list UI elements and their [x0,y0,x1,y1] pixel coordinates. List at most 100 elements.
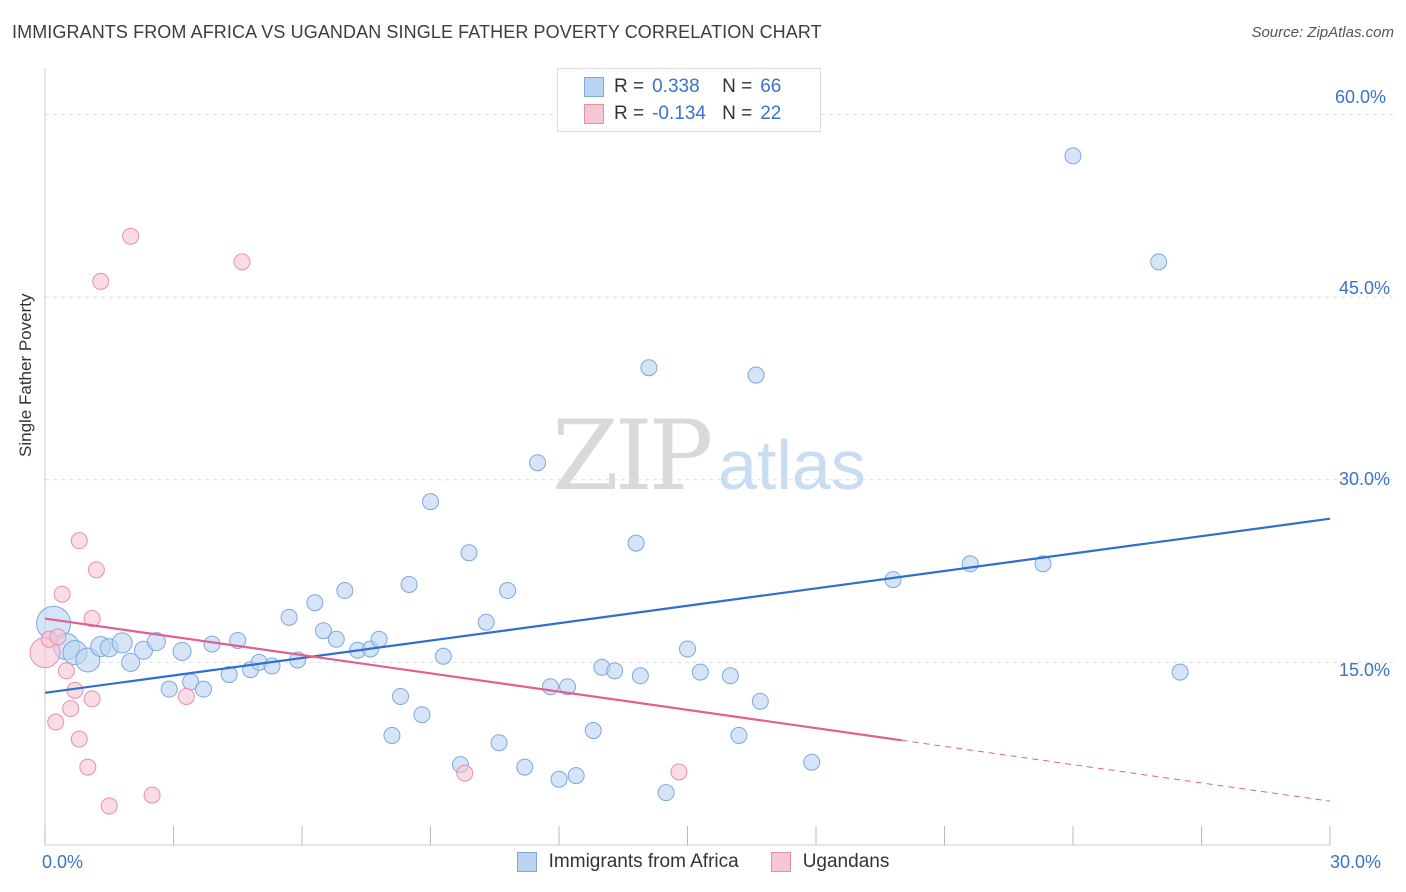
x-tick-label: 30.0% [1330,852,1382,872]
point-africa [460,544,478,562]
point-africa [121,652,141,672]
point-ugandans [49,628,67,646]
legend-label-ugandans: Ugandans [802,851,890,872]
point-africa [640,359,658,377]
n-value: 66 [760,76,782,97]
series-legend: Immigrants from Africa Ugandans [0,851,1406,873]
legend-swatch-africa [584,77,604,97]
x-tick-label: 0.0% [42,852,84,872]
point-africa [657,784,675,802]
legend-item-africa[interactable]: Immigrants from Africa [516,851,739,873]
point-africa [327,630,345,648]
r-value: -0.134 [652,103,706,124]
n-label: N = [722,103,753,124]
point-africa [1150,253,1168,271]
point-africa [477,613,495,631]
point-ugandans [670,763,688,781]
trendline-africa [44,517,1331,694]
point-africa [550,770,568,788]
point-africa [194,680,212,698]
point-ugandans [62,700,80,718]
point-ugandans [87,561,105,579]
point-africa [160,680,178,698]
point-africa [172,641,192,661]
point-africa [370,630,388,648]
legend-item-ugandans[interactable]: Ugandans [770,851,890,873]
point-africa [631,667,649,685]
point-ugandans [47,713,65,731]
point-ugandans [70,532,88,550]
legend-swatch-africa [516,852,537,872]
point-africa [400,575,418,593]
point-africa [679,640,696,658]
point-ugandans [100,797,118,815]
y-axis-label: Single Father Poverty [16,293,35,457]
r-label: R = [614,76,645,97]
legend-swatch-ugandans [584,104,604,124]
point-africa [490,734,508,752]
point-africa [306,594,324,612]
point-africa [584,722,602,740]
point-africa [336,582,354,600]
point-africa [146,632,166,652]
point-africa [422,493,439,511]
point-africa [559,678,577,696]
point-ugandans [143,786,161,804]
n-value: 22 [760,103,782,124]
point-ugandans [79,758,97,776]
point-ugandans [122,227,140,245]
point-africa [220,666,238,684]
watermark-zip: ZIP [552,400,713,512]
point-africa [314,622,332,640]
point-ugandans [70,730,88,748]
point-africa [961,555,979,573]
point-africa [606,662,624,680]
point-africa [392,687,410,705]
point-ugandans [456,764,474,782]
stats-row-africa: R = 0.338 N = 66 [584,75,781,99]
y-tick-label: 45.0% [1339,278,1391,298]
y-tick-label: 60.0% [1335,87,1387,107]
point-africa [747,366,765,384]
point-africa [1034,555,1052,573]
point-africa [280,608,298,626]
legend-swatch-ugandans [770,852,791,872]
point-ugandans [83,610,101,628]
point-ugandans [57,662,75,680]
point-africa [383,726,401,744]
point-africa [541,678,559,696]
watermark-atlas: atlas [718,426,866,504]
r-label: R = [614,103,645,124]
point-africa [691,663,709,681]
point-africa [413,706,431,724]
stats-legend: R = 0.338 N = 66 R = -0.134 N = 22 [557,68,821,132]
point-africa [567,767,585,785]
point-africa [1171,663,1189,681]
r-value: 0.338 [652,76,700,97]
n-label: N = [722,76,753,97]
point-africa [499,582,517,600]
point-ugandans [83,690,101,708]
y-tick-label: 15.0% [1339,660,1391,680]
legend-label-africa: Immigrants from Africa [548,851,739,872]
trendline-ugandans-extension [901,739,1331,802]
point-africa [721,667,739,685]
stats-row-ugandans: R = -0.134 N = 22 [584,102,781,126]
trendline-ugandans [44,617,902,742]
point-ugandans [92,272,110,290]
point-africa [730,726,748,744]
point-ugandans [233,253,251,271]
point-africa [751,692,769,710]
point-africa [516,758,534,776]
point-africa [111,632,133,654]
point-africa [529,454,547,472]
point-africa [627,534,645,552]
point-africa [1064,147,1082,165]
point-africa [803,753,821,771]
chart-title: IMMIGRANTS FROM AFRICA VS UGANDAN SINGLE… [12,22,822,42]
source-label: Source: ZipAtlas.com [1251,24,1394,41]
point-ugandans [53,585,71,603]
point-africa [434,647,452,665]
y-tick-label: 30.0% [1339,469,1391,489]
